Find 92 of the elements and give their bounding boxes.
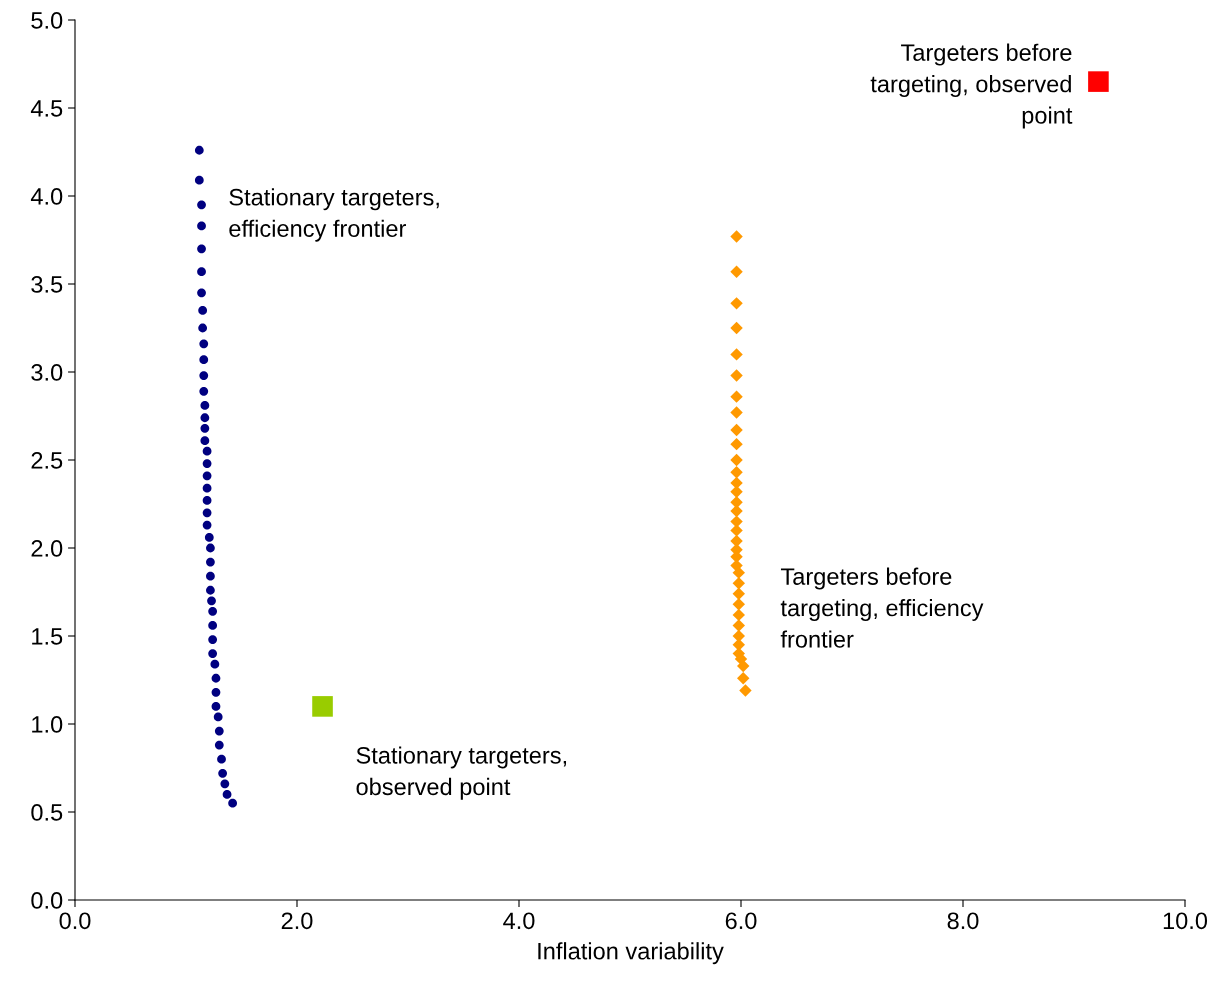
point — [737, 672, 750, 685]
point — [739, 684, 752, 697]
point — [202, 446, 212, 456]
point — [207, 596, 216, 606]
point — [206, 585, 215, 595]
point — [732, 608, 745, 622]
point — [222, 790, 232, 799]
point — [194, 175, 204, 185]
point — [730, 466, 743, 479]
point — [208, 606, 218, 616]
series-label: Targeters before targeting, observed point — [870, 43, 1073, 129]
point — [199, 371, 209, 380]
point — [312, 696, 333, 717]
point — [208, 635, 218, 644]
series-label: Stationary targeters, observed point — [356, 746, 567, 800]
point — [214, 740, 224, 750]
point — [208, 649, 218, 658]
point — [199, 339, 209, 349]
point — [197, 288, 206, 298]
point — [202, 496, 212, 505]
y-tick-label: 4.0 — [30, 188, 63, 205]
y-tick-label: 3.5 — [31, 276, 63, 293]
point — [204, 533, 214, 542]
point — [220, 779, 230, 789]
point — [217, 754, 226, 764]
point — [208, 621, 218, 630]
point — [206, 571, 215, 581]
point — [730, 230, 743, 243]
y-tick-label: 1.0 — [32, 716, 63, 733]
point — [197, 200, 206, 210]
point — [730, 504, 743, 518]
y-tick-label: 3.0 — [31, 364, 63, 381]
point — [198, 323, 208, 333]
point — [732, 576, 745, 590]
point — [197, 267, 206, 277]
x-tick-label: 6.0 — [725, 912, 757, 930]
point — [730, 390, 743, 403]
x-axis-title: Inflation variability — [538, 942, 724, 965]
point — [200, 413, 210, 423]
point — [200, 401, 210, 410]
point — [194, 145, 204, 155]
point — [202, 508, 212, 518]
point — [228, 798, 238, 808]
point — [202, 483, 212, 493]
point — [199, 386, 209, 396]
point — [202, 520, 212, 530]
point — [214, 726, 224, 736]
x-tick-label: 4.0 — [503, 912, 535, 930]
point — [206, 557, 215, 567]
point — [211, 687, 221, 697]
point — [202, 471, 212, 481]
y-tick-label: 2.5 — [31, 452, 63, 469]
point — [730, 437, 743, 451]
point — [199, 355, 209, 365]
point — [730, 321, 743, 335]
y-tick-label: 0.0 — [31, 892, 63, 909]
series-label: Stationary targeters, efficiency frontier — [229, 188, 439, 242]
point — [730, 369, 743, 382]
point — [730, 423, 743, 437]
point — [737, 659, 750, 673]
point — [213, 712, 223, 722]
point — [200, 423, 210, 433]
point — [206, 543, 215, 553]
point — [202, 459, 212, 468]
y-tick-label: 4.5 — [30, 100, 63, 117]
point — [730, 453, 743, 467]
point — [732, 638, 745, 652]
x-tick-label: 0.0 — [59, 912, 91, 930]
point — [730, 265, 743, 278]
point — [211, 673, 221, 683]
point — [218, 768, 228, 778]
series-label: Targeters before targeting, efficiency frontier — [780, 567, 984, 648]
x-tick-label: 10.0 — [1163, 912, 1208, 930]
y-tick-label: 0.5 — [31, 804, 63, 821]
point — [197, 221, 206, 231]
point — [1088, 71, 1109, 92]
point — [730, 297, 743, 310]
y-tick-label: 1.5 — [32, 628, 63, 645]
point — [730, 406, 743, 419]
x-tick-label: 8.0 — [947, 912, 979, 930]
point — [732, 619, 745, 632]
point — [197, 244, 206, 254]
x-tick-label: 2.0 — [281, 912, 313, 930]
point — [211, 702, 221, 711]
y-tick-label: 2.0 — [31, 540, 63, 557]
point — [198, 306, 208, 315]
point — [732, 587, 745, 600]
y-tick-label: 5.0 — [31, 12, 63, 29]
point — [732, 598, 745, 611]
point — [200, 436, 210, 446]
point — [730, 348, 743, 361]
point — [210, 659, 220, 669]
